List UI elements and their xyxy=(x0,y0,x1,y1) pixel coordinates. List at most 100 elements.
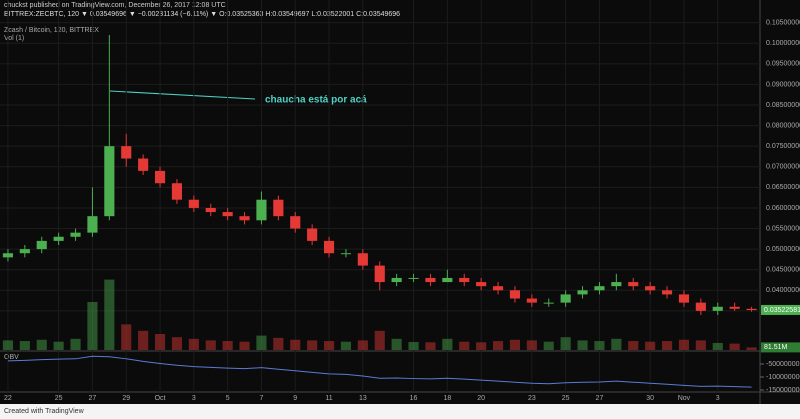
x-tick-label: 3 xyxy=(192,395,196,402)
y-tick-label: 0.08500000 xyxy=(766,102,800,109)
y-tick-label: 0.04500000 xyxy=(766,267,800,274)
candle-body xyxy=(425,277,436,283)
volume-bar xyxy=(729,343,740,350)
candle-body xyxy=(492,286,504,291)
volume-bar xyxy=(611,338,622,350)
y-tick-label: 0.09500000 xyxy=(766,61,800,68)
volume-bar xyxy=(307,340,318,350)
candle-body xyxy=(476,282,487,287)
volume-bar xyxy=(476,342,487,350)
candle-body xyxy=(543,302,554,304)
candle-body xyxy=(188,199,199,208)
volume-bar xyxy=(357,340,368,350)
candle-body xyxy=(2,253,14,258)
volume-bar xyxy=(594,341,605,350)
candle-body xyxy=(256,199,267,221)
volume-bar xyxy=(171,337,183,350)
candle-body xyxy=(645,286,656,291)
volume-bar xyxy=(526,340,537,350)
volume-bar xyxy=(188,338,199,350)
volume-bar xyxy=(87,302,98,350)
volume-bar xyxy=(661,341,673,350)
volume-bar xyxy=(273,337,284,350)
candle-body xyxy=(459,277,470,283)
volume-bar xyxy=(543,341,554,350)
x-tick-label: 7 xyxy=(259,395,263,402)
candle-body xyxy=(138,158,149,171)
candle-body xyxy=(442,277,453,283)
volume-bar xyxy=(374,330,385,350)
volume-bar xyxy=(104,279,115,350)
candle-body xyxy=(104,146,115,217)
volume-bar xyxy=(492,341,504,350)
volume-bar xyxy=(239,341,250,350)
y-tick-label: 0.08000000 xyxy=(766,122,800,129)
footer: Created with TradingView xyxy=(4,408,85,415)
volume-bar xyxy=(425,342,436,350)
y-tick-label: 0.04000000 xyxy=(766,287,800,294)
candle-body xyxy=(87,216,98,233)
x-tick-label: 11 xyxy=(325,395,332,402)
obv-title: OBV xyxy=(4,354,19,361)
candle-body xyxy=(661,290,673,295)
volume-bar xyxy=(70,338,81,350)
candle-body xyxy=(509,290,521,299)
volume-bar xyxy=(678,339,690,350)
volume-bar xyxy=(138,330,149,350)
volume-bar xyxy=(560,337,571,350)
volume-bar xyxy=(712,342,723,350)
candle-body xyxy=(239,216,250,221)
candle-body xyxy=(560,294,571,303)
x-tick-label: 30 xyxy=(646,395,654,402)
x-tick-label: 27 xyxy=(596,395,604,402)
y-tick-label: 0.10500000 xyxy=(766,19,800,26)
y-tick-label: 0.09000000 xyxy=(766,81,800,88)
volume-bar xyxy=(19,341,30,350)
candle-body xyxy=(154,170,166,184)
last-volume-box xyxy=(761,342,800,353)
candle-body xyxy=(678,294,690,303)
candle-body xyxy=(712,306,723,311)
annotation-arrow xyxy=(109,90,256,100)
annotation: chaucha está por acá xyxy=(265,95,367,106)
candle-body xyxy=(273,199,284,217)
x-tick-label: Oct xyxy=(155,395,166,402)
symbol-line: BITTREX:ZECBTC, 120 ▼ 0.03549696 ▼ −0.00… xyxy=(4,11,400,18)
x-tick-label: 29 xyxy=(122,395,130,402)
volume-bar xyxy=(290,339,301,350)
last-price-box xyxy=(761,304,800,315)
x-tick-label: Nov xyxy=(678,395,691,402)
candle-body xyxy=(526,298,537,303)
candle-body xyxy=(577,290,588,295)
candle-body xyxy=(746,308,757,311)
volume-bar xyxy=(442,338,453,350)
candle-body xyxy=(121,146,132,159)
chart-title: Zcash / Bitcoin, 120, BITTREX xyxy=(4,27,99,34)
candle-body xyxy=(340,253,352,255)
volume-bar xyxy=(628,341,639,350)
candle-body xyxy=(611,282,622,287)
candle-body xyxy=(323,240,335,254)
candle-body xyxy=(307,228,318,241)
y-tick-label: 0.05500000 xyxy=(766,225,800,232)
candle-body xyxy=(70,232,81,237)
x-tick-label: 5 xyxy=(226,395,230,402)
volume-bar xyxy=(154,334,166,350)
candle-body xyxy=(729,306,740,309)
candle-body xyxy=(222,212,233,217)
candle-body xyxy=(171,183,183,200)
footer-bar xyxy=(0,404,800,419)
x-tick-label: 25 xyxy=(55,395,63,402)
candle-body xyxy=(628,282,639,287)
obv-tick-label: -100000000 xyxy=(766,374,800,381)
candle-body xyxy=(53,236,64,241)
y-tick-label: 0.07000000 xyxy=(766,164,800,171)
published-line: chuckst published on TradingView.com, De… xyxy=(4,2,226,9)
x-tick-label: 20 xyxy=(477,395,485,402)
y-tick-label: 0.06500000 xyxy=(766,184,800,191)
x-tick-label: 9 xyxy=(293,395,297,402)
obv-line xyxy=(7,355,752,388)
volume-bar xyxy=(391,338,402,350)
